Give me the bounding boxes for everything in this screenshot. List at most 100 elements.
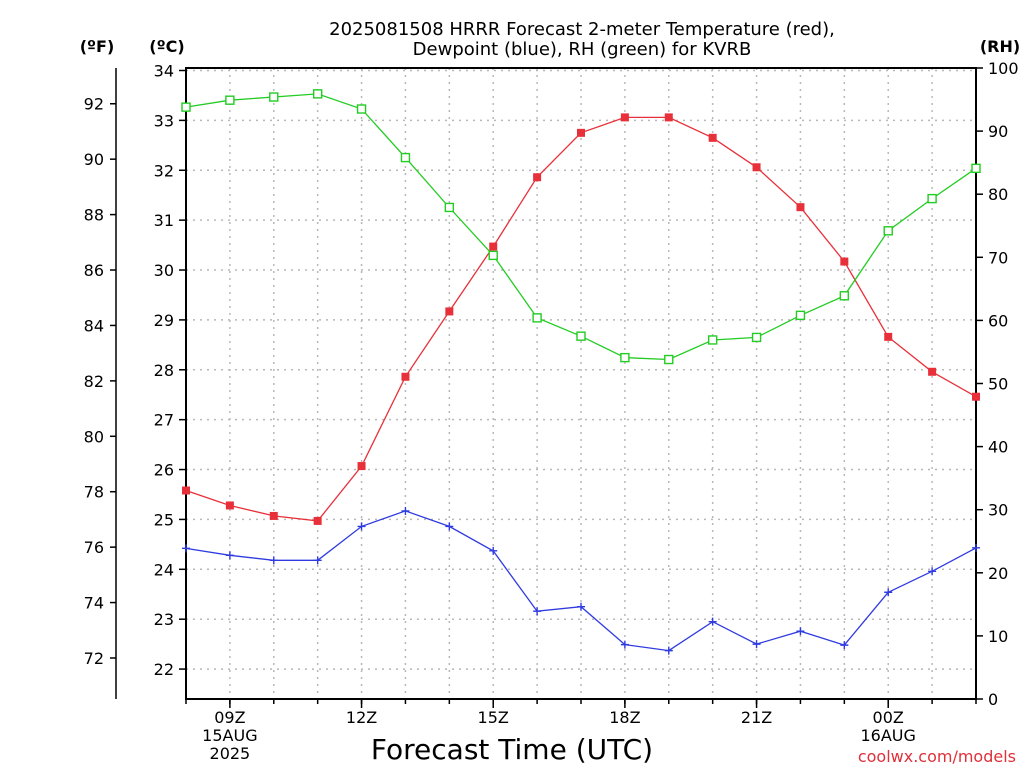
grid-lines [186, 68, 976, 699]
series-0-point [664, 113, 673, 122]
series-0-point [313, 516, 322, 525]
series-2-point [181, 102, 191, 112]
x-tick-label: 12Z [346, 708, 377, 727]
x-tick-label: 2025 [210, 744, 251, 763]
rh-tick-label: 40 [988, 438, 1008, 457]
series-0-point [182, 486, 190, 495]
series-2-point [269, 92, 279, 102]
series-0-point [445, 307, 454, 316]
celsius-tick-label: 26 [154, 461, 174, 480]
series-2-point [444, 202, 455, 213]
series-0-point [708, 133, 717, 142]
series-1-point [577, 602, 585, 611]
fahrenheit-tick-label: 92 [84, 95, 104, 114]
x-tick-label: 21Z [741, 708, 772, 727]
series-0-point [269, 511, 278, 520]
series-0-point [533, 173, 542, 182]
chart-title-line-2: Dewpoint (blue), RH (green) for KVRB [413, 39, 752, 60]
series-0-point [840, 257, 849, 266]
celsius-tick-label: 33 [154, 111, 174, 130]
series-2-point [576, 331, 586, 341]
fahrenheit-tick-label: 84 [84, 316, 104, 335]
series-0-point [489, 242, 498, 251]
series-layer [181, 89, 981, 655]
series-2-point [971, 163, 981, 174]
series-1-point [972, 543, 980, 552]
series-0-point [357, 462, 366, 471]
rh-tick-label: 10 [988, 627, 1008, 646]
series-2-point [839, 291, 850, 301]
celsius-tick-label: 28 [154, 361, 174, 380]
series-1-point [489, 546, 498, 555]
rh-tick-label: 50 [988, 375, 1008, 394]
celsius-tick-label: 25 [154, 510, 174, 529]
series-2-point [795, 310, 806, 321]
series-1-point [752, 640, 761, 649]
series-2-point [312, 89, 323, 99]
celsius-tick-label: 34 [154, 61, 174, 80]
series-1-point [357, 522, 366, 531]
celsius-tick-label: 30 [154, 261, 174, 280]
series-1-point [620, 640, 629, 649]
fahrenheit-tick-label: 82 [84, 372, 104, 391]
series-0-point [577, 128, 585, 137]
celsius-tick-label: 24 [154, 560, 174, 579]
fahrenheit-tick-label: 74 [84, 594, 104, 613]
credit-text: coolwx.com/models [858, 747, 1016, 766]
series-1-point [533, 607, 542, 616]
series-0-point [225, 501, 234, 510]
unit-fahrenheit: (ºF) [80, 37, 115, 56]
series-1-point [796, 627, 805, 636]
series-1-point [928, 567, 937, 576]
series-2-point [927, 193, 937, 204]
series-1-point [401, 506, 410, 515]
rh-tick-label: 20 [988, 564, 1008, 583]
series-0-point [620, 113, 629, 122]
labels-layer: 2025081508 HRRR Forecast 2-meter Tempera… [80, 19, 1020, 766]
series-0-point [752, 163, 761, 172]
fahrenheit-tick-label: 78 [84, 483, 104, 502]
series-1-point [445, 522, 454, 531]
fahrenheit-tick-label: 80 [84, 427, 104, 446]
celsius-tick-label: 23 [154, 610, 174, 629]
celsius-tick-label: 32 [154, 161, 174, 180]
series-1-point [708, 617, 717, 626]
fahrenheit-tick-label: 72 [84, 649, 104, 668]
axes [110, 67, 983, 708]
rh-tick-label: 80 [988, 185, 1008, 204]
fahrenheit-tick-label: 88 [84, 206, 104, 225]
series-2-point [664, 354, 674, 365]
x-tick-label: 00Z [873, 708, 904, 727]
x-tick-label: 18Z [609, 708, 640, 727]
series-1-point [225, 551, 234, 560]
series-2-point [620, 352, 630, 363]
series-0-point [972, 392, 980, 401]
x-axis-label: Forecast Time (UTC) [371, 733, 653, 766]
x-tick-label: 09Z [214, 708, 245, 727]
fahrenheit-tick-label: 90 [84, 150, 104, 169]
chart-title-line-1: 2025081508 HRRR Forecast 2-meter Tempera… [329, 19, 835, 40]
celsius-tick-label: 29 [154, 311, 174, 330]
rh-tick-label: 70 [988, 248, 1008, 267]
series-2-point [400, 152, 411, 163]
unit-rh: (RH) [980, 37, 1020, 56]
rh-tick-label: 100 [988, 59, 1019, 78]
rh-tick-label: 60 [988, 311, 1008, 330]
series-0-point [884, 332, 893, 341]
series-1-point [182, 544, 190, 553]
series-2-point [751, 332, 762, 343]
series-1-point [313, 556, 322, 565]
series-2-point [883, 226, 893, 236]
fahrenheit-tick-label: 76 [84, 538, 104, 557]
series-1-point [664, 646, 673, 655]
rh-tick-label: 30 [988, 501, 1008, 520]
series-2-point [532, 313, 542, 323]
series-1-point [840, 641, 849, 650]
series-2-point [356, 104, 367, 114]
x-tick-label: 15AUG [202, 726, 257, 745]
x-tick-label: 16AUG [861, 726, 916, 745]
series-2-point [488, 250, 498, 261]
celsius-tick-label: 22 [154, 660, 174, 679]
series-0-point [928, 367, 937, 376]
